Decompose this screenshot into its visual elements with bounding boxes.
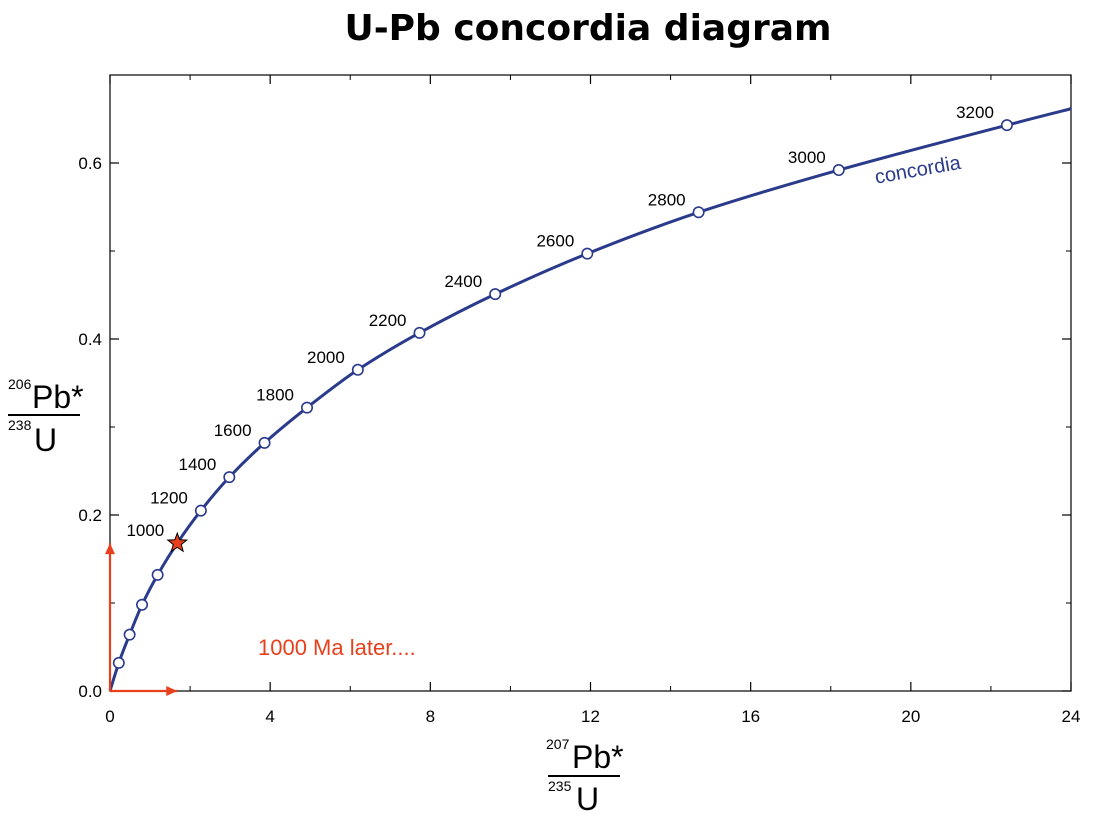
y-vector-arrowhead (105, 543, 115, 555)
x-vector-arrowhead (166, 686, 178, 696)
y-tick-label: 0.2 (78, 506, 102, 525)
y-tick-label: 0.4 (78, 330, 102, 349)
x-tick-label: 4 (265, 707, 274, 726)
x-label-den-sup: 235 (548, 778, 572, 794)
age-label: 1800 (256, 386, 294, 405)
y-tick-label: 0.6 (78, 154, 102, 173)
y-tick-label: 0.0 (78, 682, 102, 701)
age-marker (413, 326, 426, 339)
annotation-text: 1000 Ma later.... (258, 635, 416, 660)
x-tick-label: 12 (581, 707, 600, 726)
x-tick-label: 20 (901, 707, 920, 726)
x-tick-label: 16 (741, 707, 760, 726)
age-label: 2000 (307, 348, 345, 367)
age-marker (1000, 119, 1013, 132)
age-marker (136, 598, 149, 611)
age-marker (123, 628, 136, 641)
age-label: 3200 (956, 103, 994, 122)
tick-group: 0 4 8 12 16 20 24 0.0 0.2 0.4 0.6 (78, 75, 1080, 726)
concordia-curve (108, 107, 1072, 692)
y-label-num: Pb* (32, 379, 84, 415)
age-label: 1000 (126, 521, 164, 540)
age-marker (351, 363, 364, 376)
age-marker (258, 436, 271, 449)
x-tick-label: 24 (1062, 707, 1081, 726)
y-label-den: U (34, 422, 57, 458)
x-tick-label: 0 (105, 707, 114, 726)
age-label: 2800 (648, 190, 686, 209)
age-marker (194, 504, 207, 517)
age-marker (223, 471, 236, 484)
age-marker (112, 656, 125, 669)
x-tick-label: 8 (426, 707, 435, 726)
age-label: 1400 (178, 455, 216, 474)
x-label-num-sup: 207 (546, 736, 570, 752)
page-title: U-Pb concordia diagram (344, 8, 832, 49)
age-marker (832, 164, 845, 177)
age-marker (301, 401, 314, 414)
age-label: 2200 (369, 311, 407, 330)
age-marker (581, 247, 594, 260)
age-label: 2600 (536, 232, 574, 251)
x-label-num: Pb* (572, 739, 624, 775)
age-label: 1600 (214, 421, 252, 440)
age-marker (692, 206, 705, 219)
age-label: 2400 (444, 272, 482, 291)
age-label: 3000 (788, 148, 826, 167)
age-marker (151, 568, 164, 581)
age-marker (489, 288, 502, 301)
growth-vectors (105, 543, 178, 696)
age-label: 1200 (150, 489, 188, 508)
axis-labels: 206 Pb* 238 U 207 Pb* 235 U (8, 376, 624, 817)
star-marker (166, 531, 189, 553)
y-label-num-sup: 206 (8, 376, 32, 392)
y-label-den-sup: 238 (8, 417, 32, 433)
x-label-den: U (576, 781, 599, 817)
